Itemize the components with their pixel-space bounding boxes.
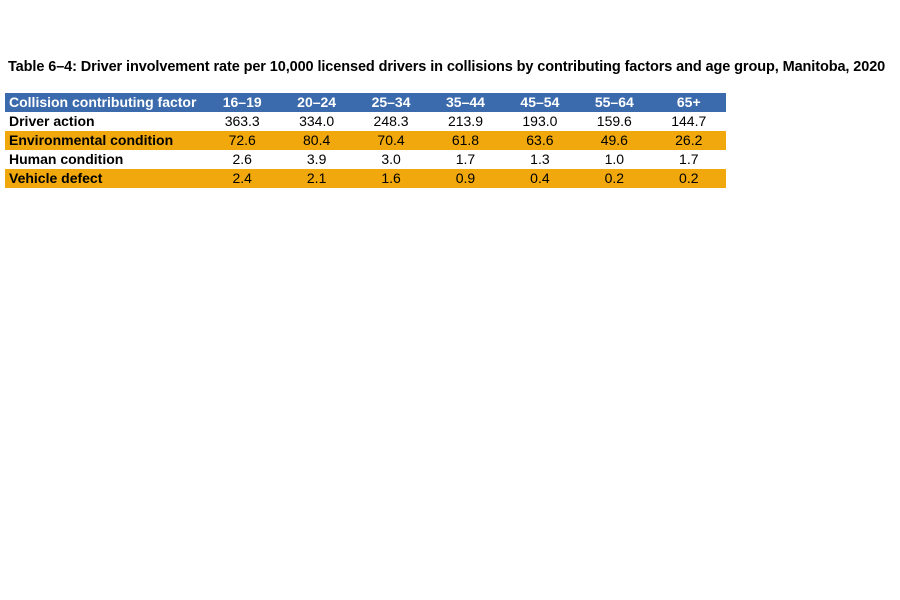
cell: 334.0 — [299, 113, 335, 129]
row-label: Human condition — [9, 151, 124, 167]
cell: 2.4 — [205, 169, 280, 188]
header-row: Collision contributing factor 16–19 20–2… — [5, 93, 726, 112]
cell: 1.3 — [530, 151, 550, 167]
column-header-factor: Collision contributing factor — [5, 93, 205, 112]
cell: 1.7 — [679, 151, 699, 167]
column-header-age-65plus: 65+ — [651, 93, 726, 112]
cell: 144.7 — [671, 113, 707, 129]
column-header-age-55-64: 55–64 — [577, 93, 652, 112]
table-title: Table 6–4: Driver involvement rate per 1… — [8, 59, 886, 75]
cell: 1.6 — [353, 169, 429, 188]
cell: 61.8 — [428, 131, 503, 150]
cell: 49.6 — [577, 131, 652, 150]
cell: 1.0 — [604, 151, 625, 167]
table-row-human-condition: Human condition 2.6 3.9 3.0 1.7 1.3 1.0 … — [5, 150, 726, 169]
cell: 159.6 — [596, 113, 632, 129]
table-row-driver-action: Driver action 363.3 334.0 248.3 213.9 19… — [5, 112, 726, 131]
data-table: Collision contributing factor 16–19 20–2… — [5, 93, 726, 188]
row-label: Vehicle defect — [5, 169, 205, 188]
column-header-age-45-54: 45–54 — [502, 93, 578, 112]
cell: 0.9 — [428, 169, 503, 188]
table-row-vehicle-defect: Vehicle defect 2.4 2.1 1.6 0.9 0.4 0.2 0… — [5, 169, 726, 188]
cell: 213.9 — [447, 113, 483, 129]
column-header-age-35-44: 35–44 — [428, 93, 503, 112]
cell: 72.6 — [205, 131, 280, 150]
cell: 26.2 — [651, 131, 726, 150]
column-header-age-16-19: 16–19 — [205, 93, 280, 112]
row-label: Environmental condition — [5, 131, 205, 150]
cell: 2.1 — [279, 169, 354, 188]
column-header-age-20-24: 20–24 — [279, 93, 354, 112]
cell: 0.4 — [502, 169, 578, 188]
row-label: Driver action — [9, 113, 95, 129]
cell: 70.4 — [353, 131, 429, 150]
cell: 0.2 — [651, 169, 726, 188]
cell: 3.9 — [306, 151, 327, 167]
cell: 0.2 — [577, 169, 652, 188]
cell: 363.3 — [224, 113, 260, 129]
cell: 1.7 — [455, 151, 476, 167]
cell: 3.0 — [381, 151, 401, 167]
column-header-age-25-34: 25–34 — [353, 93, 429, 112]
cell: 2.6 — [232, 151, 252, 167]
cell: 80.4 — [279, 131, 354, 150]
table-row-environmental-condition: Environmental condition 72.6 80.4 70.4 6… — [5, 131, 726, 150]
cell: 63.6 — [502, 131, 578, 150]
cell: 248.3 — [373, 113, 409, 129]
cell: 193.0 — [522, 113, 558, 129]
